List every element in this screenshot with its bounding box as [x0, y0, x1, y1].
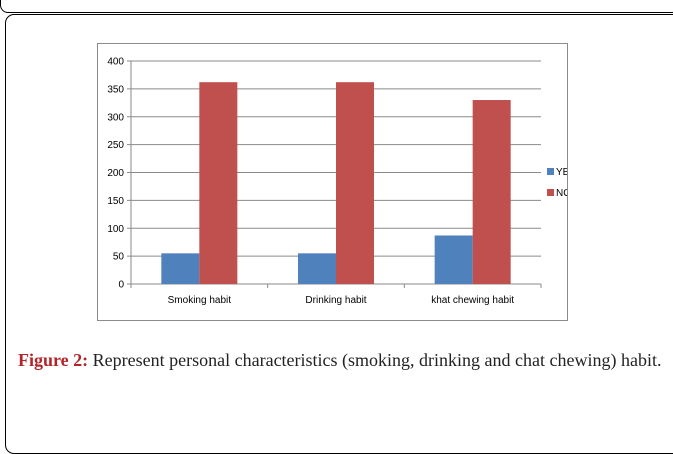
- y-tick-label: 250: [107, 140, 124, 151]
- y-tick-label: 400: [107, 57, 124, 68]
- bar-no-khat-chewing-habit: [472, 100, 511, 285]
- bar-no-smoking-habit: [199, 82, 238, 284]
- y-tick-label: 200: [107, 168, 124, 179]
- caption-text: Represent personal characteristics (smok…: [88, 350, 662, 370]
- x-tick-label: khat chewing habit: [431, 295, 514, 306]
- y-tick-label: 0: [118, 280, 124, 291]
- previous-panel-frame: [0, 0, 673, 13]
- caption-label: Figure 2:: [18, 350, 89, 370]
- legend-swatch-yes: [547, 168, 554, 175]
- x-tick-label: Drinking habit: [305, 295, 366, 306]
- legend-label-yes: YES: [556, 167, 567, 178]
- bar-yes-smoking-habit: [161, 253, 200, 284]
- y-tick-label: 50: [113, 252, 125, 263]
- y-tick-label: 350: [107, 84, 124, 95]
- legend-swatch-no: [547, 189, 554, 196]
- bar-chart: 0 50 100 150 200 250 300 350 400 Smoking habit Dri…: [107, 57, 567, 307]
- chart-container: 0 50 100 150 200 250 300 350 400 Smoking habit Dri…: [97, 43, 568, 321]
- bar-yes-khat-chewing-habit: [434, 235, 473, 284]
- y-tick-label: 100: [107, 224, 124, 235]
- y-tick-label: 150: [107, 196, 124, 207]
- bar-no-drinking-habit: [336, 82, 374, 284]
- legend-label-no: NO: [556, 188, 567, 199]
- bar-yes-drinking-habit: [298, 253, 336, 284]
- x-tick-label: Smoking habit: [168, 295, 232, 306]
- y-tick-label: 300: [107, 112, 124, 123]
- figure-caption: Figure 2: Represent personal characteris…: [18, 348, 670, 372]
